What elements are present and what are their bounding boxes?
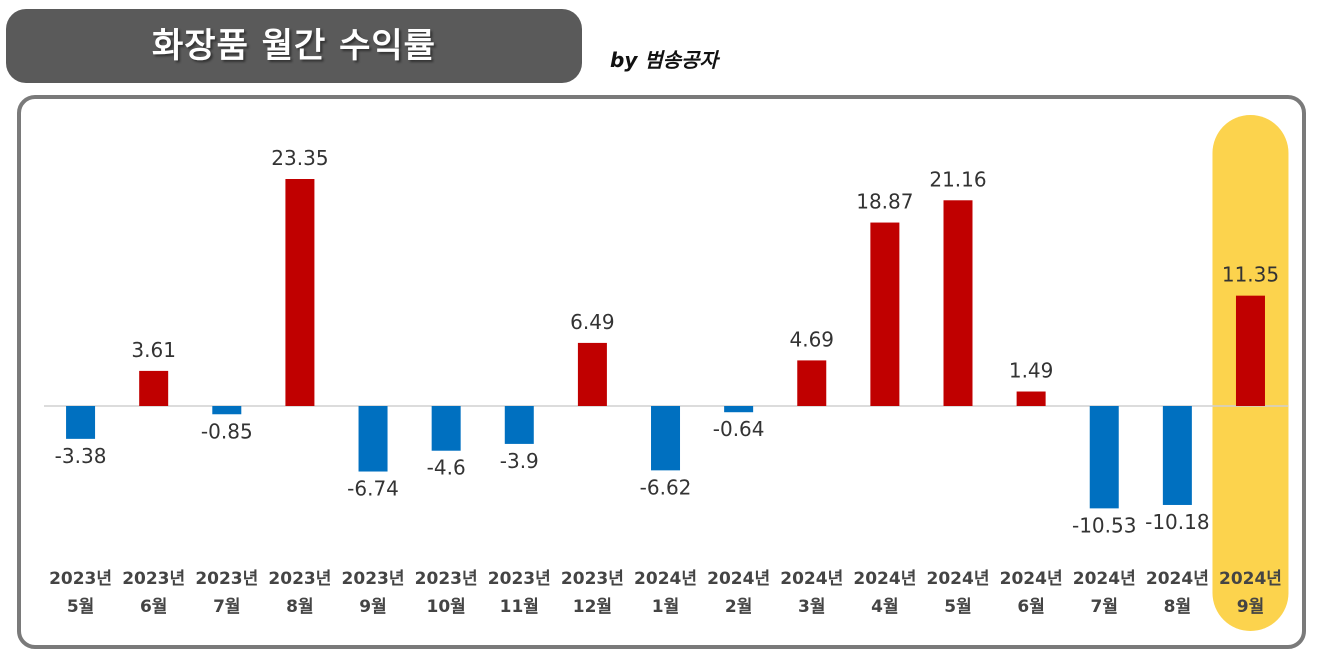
x-tick-label-month: 12월 (573, 597, 612, 617)
x-tick-label-month: 10월 (427, 597, 466, 617)
data-label: -3.38 (55, 444, 107, 468)
bar (577, 342, 607, 406)
data-label: -3.9 (500, 449, 539, 473)
data-label: 4.69 (789, 327, 834, 351)
x-tick-label-month: 8월 (1164, 597, 1191, 617)
data-label: 23.35 (271, 146, 328, 170)
chart-title: 화장품 월간 수익률 (152, 26, 436, 66)
x-tick-label-month: 9월 (1237, 597, 1264, 617)
bar (212, 406, 242, 415)
bar (285, 179, 315, 406)
bar (1089, 406, 1119, 509)
x-tick-label-month: 9월 (359, 597, 386, 617)
bar (358, 406, 388, 472)
x-tick-label-month: 3월 (798, 597, 825, 617)
x-tick-label-year: 2024년 (707, 569, 770, 589)
data-label: 1.49 (1009, 359, 1054, 383)
bar (651, 406, 681, 471)
data-label: -0.64 (713, 417, 765, 441)
data-label: -0.85 (201, 419, 253, 443)
bar (504, 406, 534, 444)
x-tick-label-month: 7월 (213, 597, 240, 617)
data-label: -10.53 (1072, 513, 1136, 537)
x-tick-label-year: 2023년 (342, 569, 405, 589)
bar (66, 406, 96, 439)
author-byline: by 범송공자 (610, 48, 718, 72)
data-label: 11.35 (1222, 263, 1279, 287)
bar (797, 360, 827, 406)
x-tick-label-year: 2024년 (1073, 569, 1136, 589)
x-tick-label-year: 2024년 (927, 569, 990, 589)
bar (943, 200, 973, 406)
chart-frame (17, 95, 1306, 649)
x-tick-label-year: 2023년 (415, 569, 478, 589)
data-label: 3.61 (131, 338, 176, 362)
x-tick-label-year: 2023년 (195, 569, 258, 589)
data-label: -6.74 (347, 477, 399, 501)
x-tick-label-month: 1월 (652, 597, 679, 617)
x-tick-label-month: 5월 (67, 597, 94, 617)
bar (431, 406, 461, 451)
x-tick-label-year: 2023년 (561, 569, 624, 589)
bar (870, 222, 900, 406)
x-tick-label-month: 6월 (140, 597, 167, 617)
bar (1016, 391, 1046, 406)
data-label: -4.6 (427, 456, 466, 480)
bar (724, 406, 754, 413)
x-tick-label-month: 5월 (944, 597, 971, 617)
x-tick-label-year: 2024년 (634, 569, 697, 589)
data-label: 6.49 (570, 310, 615, 334)
x-tick-label-year: 2023년 (268, 569, 331, 589)
data-label: -6.62 (640, 475, 692, 499)
x-tick-label-month: 6월 (1017, 597, 1044, 617)
bar (139, 370, 169, 406)
x-tick-label-year: 2023년 (122, 569, 185, 589)
x-tick-label-month: 4월 (871, 597, 898, 617)
x-tick-label-year: 2023년 (49, 569, 112, 589)
x-tick-label-month: 2월 (725, 597, 752, 617)
x-tick-label-year: 2024년 (1146, 569, 1209, 589)
title-banner: 화장품 월간 수익률 (6, 9, 582, 83)
x-tick-label-year: 2024년 (1219, 569, 1282, 589)
data-label: -10.18 (1145, 510, 1209, 534)
data-label: 21.16 (929, 167, 986, 191)
x-tick-label-year: 2024년 (853, 569, 916, 589)
x-tick-label-year: 2024년 (1000, 569, 1063, 589)
bar (1162, 406, 1192, 505)
bar (1235, 295, 1265, 406)
x-tick-label-month: 8월 (286, 597, 313, 617)
x-tick-label-month: 11월 (500, 597, 539, 617)
x-tick-label-month: 7월 (1091, 597, 1118, 617)
data-label: 18.87 (856, 190, 913, 214)
x-tick-label-year: 2023년 (488, 569, 551, 589)
x-tick-label-year: 2024년 (780, 569, 843, 589)
